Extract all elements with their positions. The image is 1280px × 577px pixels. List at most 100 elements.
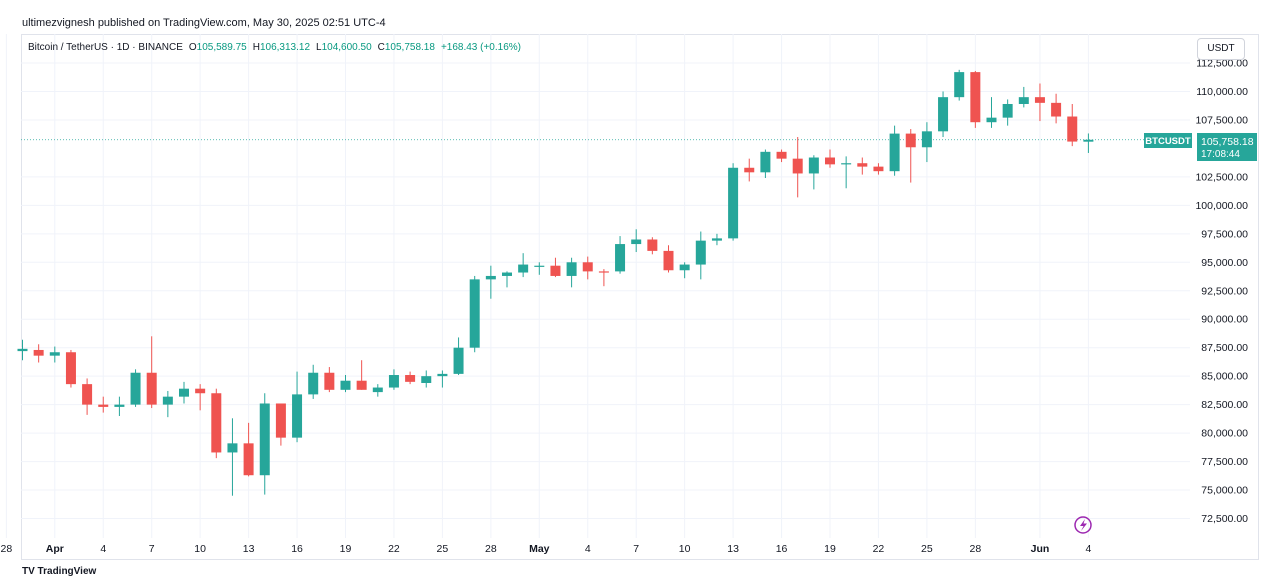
candle-up (162, 396, 173, 405)
candle-down (1034, 97, 1045, 103)
x-tick-label: Jun (1031, 543, 1050, 555)
legend-symbol: Bitcoin / TetherUS · 1D · BINANCE (28, 42, 183, 53)
x-tick-label: 19 (824, 543, 836, 555)
x-tick-label: 25 (437, 543, 449, 555)
x-tick-label: 4 (1085, 543, 1091, 555)
legend-close: 105,758.18 (384, 42, 435, 53)
candle-down (905, 133, 916, 148)
x-tick-label: 28 (970, 543, 982, 555)
candle-down (647, 239, 658, 251)
y-tick-label: 80,000.00 (1201, 428, 1248, 440)
candle-up (17, 348, 28, 352)
x-tick-label: 22 (873, 543, 885, 555)
candle-down (857, 163, 868, 167)
candle-up (485, 275, 496, 280)
chart-grid (5, 34, 1190, 538)
candle-up (841, 163, 852, 165)
candle-down (582, 262, 593, 272)
x-tick-label: 7 (633, 543, 639, 555)
candle-up (502, 272, 512, 276)
candle-up (114, 404, 125, 407)
legend-close-label: C (377, 42, 385, 53)
x-tick-label: 28 (1, 543, 13, 555)
y-tick-label: 102,500.00 (1195, 171, 1248, 183)
candle-down (1067, 116, 1078, 142)
tradingview-logo: TV TradingView (22, 566, 97, 577)
candle-down (598, 271, 609, 273)
y-tick-label: 85,000.00 (1201, 371, 1248, 383)
candle-down (146, 372, 157, 405)
badge-countdown: 17:08:44 (1201, 149, 1240, 160)
candle-up (308, 372, 319, 395)
candle-up (1018, 97, 1029, 104)
candle-down (211, 393, 222, 453)
x-tick-label: 25 (921, 543, 933, 555)
y-tick-label: 82,500.00 (1201, 399, 1248, 411)
badge-price-bg (1197, 133, 1257, 161)
candle-down (663, 250, 674, 271)
candle-up (179, 388, 189, 397)
candle-up (292, 394, 303, 438)
candle-up (711, 238, 722, 241)
candle-up (534, 265, 545, 267)
candle-up (954, 72, 965, 98)
candle-up (518, 264, 529, 273)
candle-up (889, 133, 900, 172)
candle-down (405, 375, 416, 382)
candle-up (130, 372, 141, 405)
candle-up (566, 262, 577, 276)
candle-down (825, 157, 835, 165)
legend-high: 106,313.12 (259, 42, 311, 53)
publisher-line: ultimezvignesh published on TradingView.… (22, 17, 386, 29)
x-tick-label: 22 (388, 543, 400, 555)
candle-down (98, 404, 109, 407)
lightning-icon[interactable] (1074, 516, 1092, 534)
candle-up (259, 403, 270, 476)
y-tick-label: 90,000.00 (1201, 314, 1248, 326)
legend-low-label: L (316, 42, 322, 53)
candle-up (679, 264, 690, 271)
candle-up (760, 151, 771, 173)
candle-down (550, 265, 561, 276)
y-tick-label: 72,500.00 (1201, 513, 1248, 525)
candle-up (728, 167, 739, 239)
candle-up (938, 97, 949, 132)
candle-up (1002, 103, 1013, 118)
badge-ticker-bg (1144, 133, 1192, 148)
candle-up (49, 352, 60, 356)
legend-open-label: O (188, 42, 197, 53)
legend-high-label: H (252, 42, 260, 53)
badge-ticker: BTCUSDT (1145, 136, 1191, 147)
chart-legend: Bitcoin / TetherUS · 1D · BINANCE O105,58… (28, 42, 521, 53)
candle-down (776, 151, 787, 159)
last-price-badge: BTCUSDT 105,758.18 17:08:44 (1144, 133, 1257, 161)
candle-down (65, 352, 76, 385)
candle-down (744, 167, 755, 173)
y-tick-label: 107,500.00 (1195, 114, 1248, 126)
candle-up (1083, 139, 1094, 142)
time-axis: 2528Apr4710131619222528May47101316192225… (1, 543, 1092, 555)
candle-up (340, 380, 351, 390)
y-tick-label: 77,500.00 (1201, 456, 1248, 468)
x-tick-label: 13 (243, 543, 255, 555)
price-axis: 72,500.00 75,000.00 77,500.00 80,000.00 82,5… (1195, 58, 1248, 526)
candle-up (808, 157, 819, 174)
candle-up (469, 279, 480, 348)
y-tick-label: 92,500.00 (1201, 285, 1248, 297)
candle-up (631, 239, 642, 245)
candle-up (695, 240, 706, 265)
candle-down (356, 380, 367, 390)
x-tick-label: 13 (727, 543, 739, 555)
x-tick-label: 7 (149, 543, 155, 555)
y-tick-label: 97,500.00 (1201, 228, 1248, 240)
x-tick-label: 16 (776, 543, 788, 555)
legend-low: 104,600.50 (321, 42, 372, 53)
x-tick-label: May (529, 543, 550, 555)
candle-up (453, 347, 464, 374)
candle-down (970, 72, 981, 123)
currency-button[interactable]: USDT (1197, 38, 1245, 60)
x-tick-label: 4 (585, 543, 591, 555)
candle-up (986, 117, 997, 123)
y-tick-label: 87,500.00 (1201, 342, 1248, 354)
